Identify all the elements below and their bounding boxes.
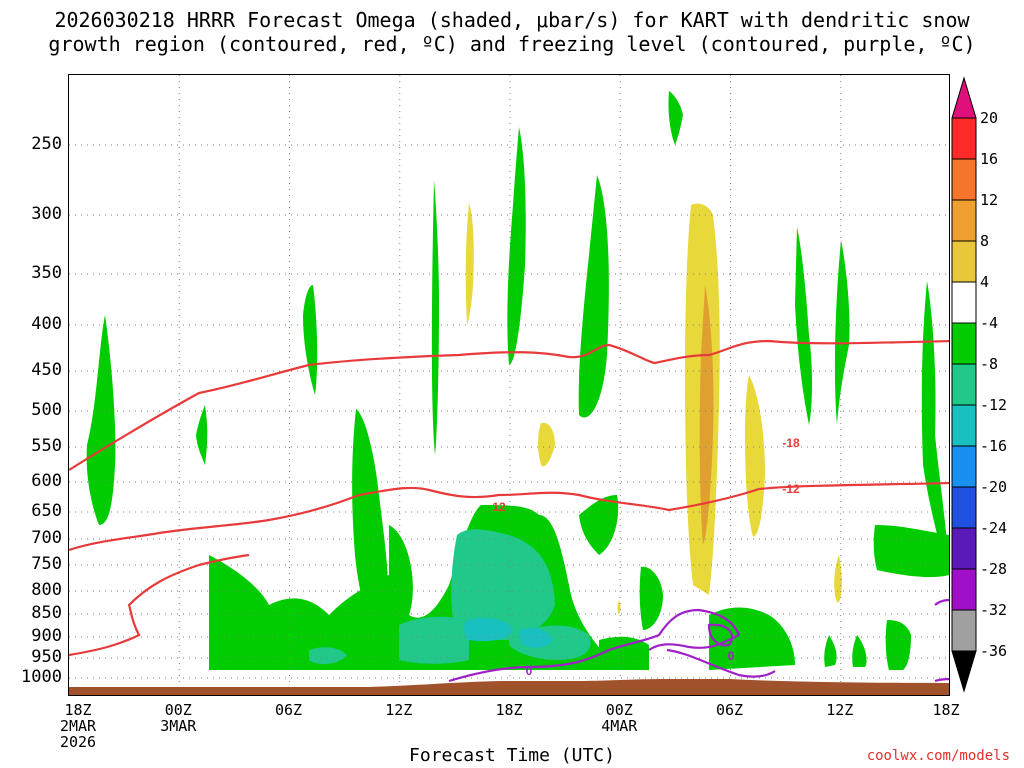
colorbar-label: -16 xyxy=(980,437,1008,455)
y-tick-label: 600 xyxy=(31,471,62,491)
y-tick-label: 550 xyxy=(31,436,62,456)
x-tick-label: 18Z xyxy=(495,701,523,719)
y-tick-label: 350 xyxy=(31,263,62,283)
colorbar-swatch xyxy=(951,363,977,406)
chart-title-line2: growth region (contoured, red, ºC) and f… xyxy=(48,32,976,56)
colorbar-swatch xyxy=(951,240,977,283)
colorbar-swatch xyxy=(951,158,977,201)
colorbar-swatch xyxy=(951,445,977,488)
y-tick-label: 400 xyxy=(31,314,62,334)
colorbar-label: 20 xyxy=(980,109,999,127)
y-tick-label: 450 xyxy=(31,360,62,380)
colorbar-label: -8 xyxy=(980,355,999,373)
plot-svg: -18 -12 12 0 0 xyxy=(69,75,949,695)
chart-title-line1: 2026030218 HRRR Forecast Omega (shaded, … xyxy=(54,8,970,32)
colorbar-swatch xyxy=(951,486,977,529)
y-tick-label: 1000 xyxy=(21,667,62,687)
dgz-label-18: -18 xyxy=(782,436,800,450)
colorbar-label: -4 xyxy=(980,314,999,332)
dgz-label-12b: 12 xyxy=(492,500,506,514)
y-tick-label: 650 xyxy=(31,501,62,521)
ground-terrain xyxy=(69,679,949,695)
y-tick-label: 800 xyxy=(31,580,62,600)
x-tick-label: 06Z xyxy=(715,701,744,719)
freezing-label-0a: 0 xyxy=(526,664,533,678)
dgz-isotherms xyxy=(69,339,949,657)
colorbar-label: -20 xyxy=(980,478,1008,496)
colorbar-label: 16 xyxy=(980,150,999,168)
colorbar-swatch xyxy=(951,568,977,611)
y-tick-label: 900 xyxy=(31,626,62,646)
plot-area: -18 -12 12 0 0 xyxy=(68,74,950,696)
colorbar-swatch xyxy=(951,117,977,160)
colorbar-swatch xyxy=(951,281,977,324)
colorbar-label: -36 xyxy=(980,642,1008,660)
colorbar-top-arrow xyxy=(951,76,977,119)
colorbar-label: -12 xyxy=(980,396,1008,414)
y-tick-label: 250 xyxy=(31,134,62,154)
colorbar-swatch xyxy=(951,322,977,365)
colorbar-label: -28 xyxy=(980,560,1008,578)
colorbar-swatch xyxy=(951,404,977,447)
y-tick-label: 500 xyxy=(31,400,62,420)
colorbar-label: -24 xyxy=(980,519,1008,537)
y-tick-label: 850 xyxy=(31,603,62,623)
x-tick-label: 12Z xyxy=(385,701,413,719)
y-tick-label: 700 xyxy=(31,528,62,548)
colorbar-swatch xyxy=(951,199,977,242)
freezing-isotherms xyxy=(448,598,949,683)
colorbar-label: 8 xyxy=(980,232,990,250)
x-tick-label: 00Z 3MAR xyxy=(160,701,197,735)
y-tick-label: 750 xyxy=(31,554,62,574)
x-tick-label: 18Z xyxy=(932,701,960,719)
dgz-label-12: -12 xyxy=(782,482,800,496)
colorbar-swatch xyxy=(951,609,977,652)
omega-teal-regions xyxy=(309,529,591,665)
x-tick-label: 18Z 2MAR 2026 xyxy=(59,701,97,751)
x-tick-label: 12Z xyxy=(826,701,854,719)
freezing-label-0b: 0 xyxy=(728,649,735,663)
credit-text: coolwx.com/models xyxy=(866,748,1010,764)
colorbar-label: 12 xyxy=(980,191,999,209)
colorbar-swatch xyxy=(951,527,977,570)
y-tick-label: 300 xyxy=(31,204,62,224)
omega-orange-regions xyxy=(699,285,714,545)
omega-cyan-regions xyxy=(464,618,553,648)
colorbar-label: -32 xyxy=(980,601,1008,619)
x-axis-title: Forecast Time (UTC) xyxy=(409,745,615,766)
x-tick-label: 00Z 4MAR xyxy=(601,701,638,735)
colorbar-label: 4 xyxy=(980,273,990,291)
colorbar-bottom-arrow xyxy=(951,650,977,693)
y-tick-label: 950 xyxy=(31,647,62,667)
x-tick-label: 06Z xyxy=(274,701,303,719)
